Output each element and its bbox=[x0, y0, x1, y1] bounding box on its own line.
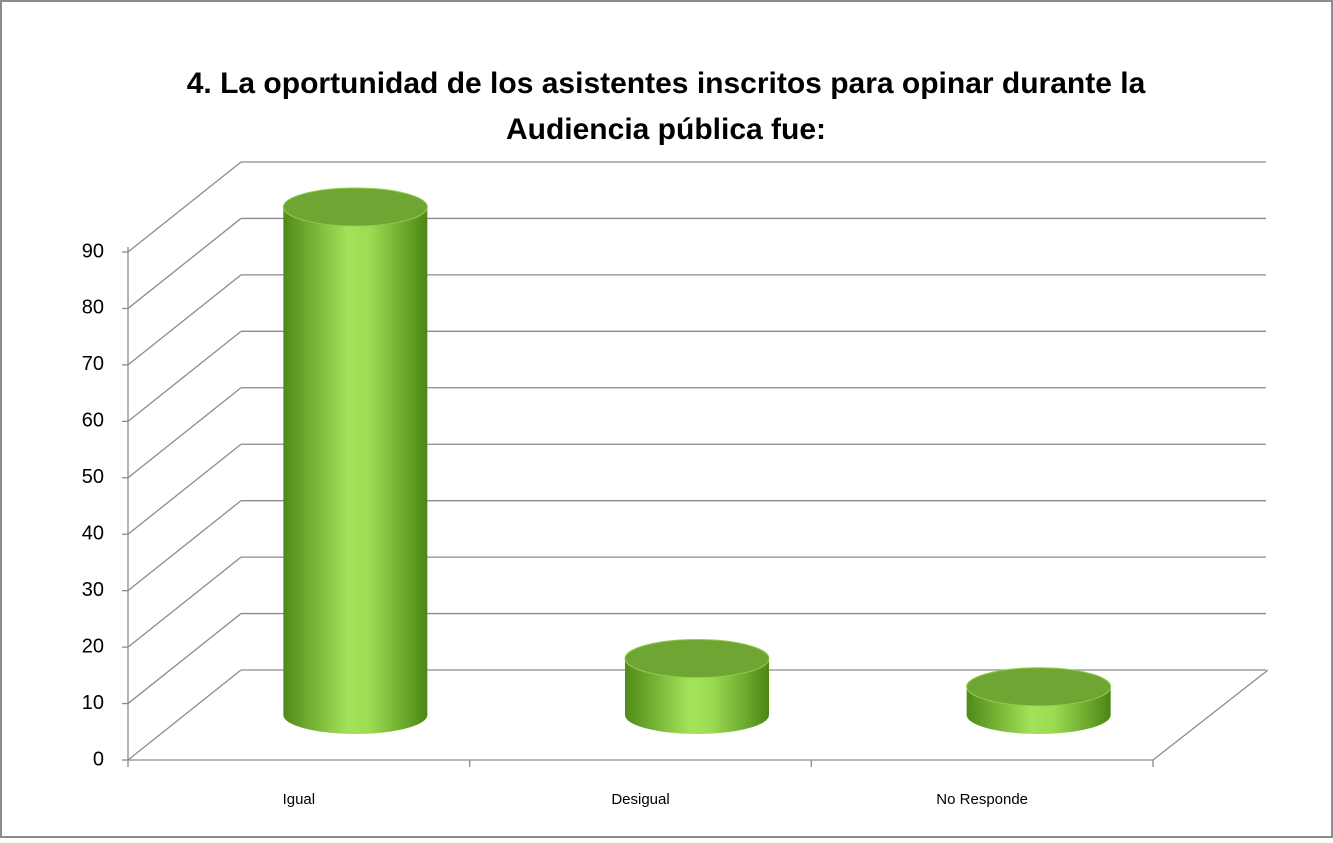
y-tick-label: 60 bbox=[82, 410, 104, 432]
y-tick-label: 40 bbox=[82, 523, 104, 545]
x-tick-label: Desigual bbox=[611, 791, 669, 808]
grid-line bbox=[127, 274, 242, 366]
y-tick-label: 0 bbox=[93, 748, 104, 770]
grid-line bbox=[127, 217, 242, 309]
chart-subtitle: Audiencia pública fue: bbox=[506, 113, 826, 146]
bar-top bbox=[966, 667, 1112, 707]
y-tick-label: 70 bbox=[82, 353, 104, 375]
y-tick-label: 90 bbox=[82, 240, 104, 262]
y-tick-label: 30 bbox=[82, 579, 104, 601]
grid-line bbox=[127, 500, 242, 592]
grid-line bbox=[127, 387, 242, 479]
grid-line bbox=[127, 330, 242, 422]
y-tick-label: 20 bbox=[82, 635, 104, 657]
chart-title: 4. La oportunidad de los asistentes insc… bbox=[187, 67, 1146, 100]
x-tick-label: No Responde bbox=[936, 791, 1028, 808]
grid-line bbox=[127, 613, 242, 705]
grid-line bbox=[127, 669, 242, 761]
bar bbox=[283, 207, 428, 734]
x-tick-label: Igual bbox=[283, 791, 316, 808]
bar-top bbox=[624, 639, 770, 679]
bar-top bbox=[282, 187, 428, 227]
grid-line bbox=[127, 556, 242, 648]
grid-line bbox=[127, 443, 242, 535]
grid-line bbox=[127, 161, 242, 253]
y-tick-label: 10 bbox=[82, 692, 104, 714]
bar bbox=[625, 658, 769, 734]
y-tick-label: 50 bbox=[82, 466, 104, 488]
y-tick-label: 80 bbox=[82, 297, 104, 319]
floor-side bbox=[1152, 669, 1269, 761]
